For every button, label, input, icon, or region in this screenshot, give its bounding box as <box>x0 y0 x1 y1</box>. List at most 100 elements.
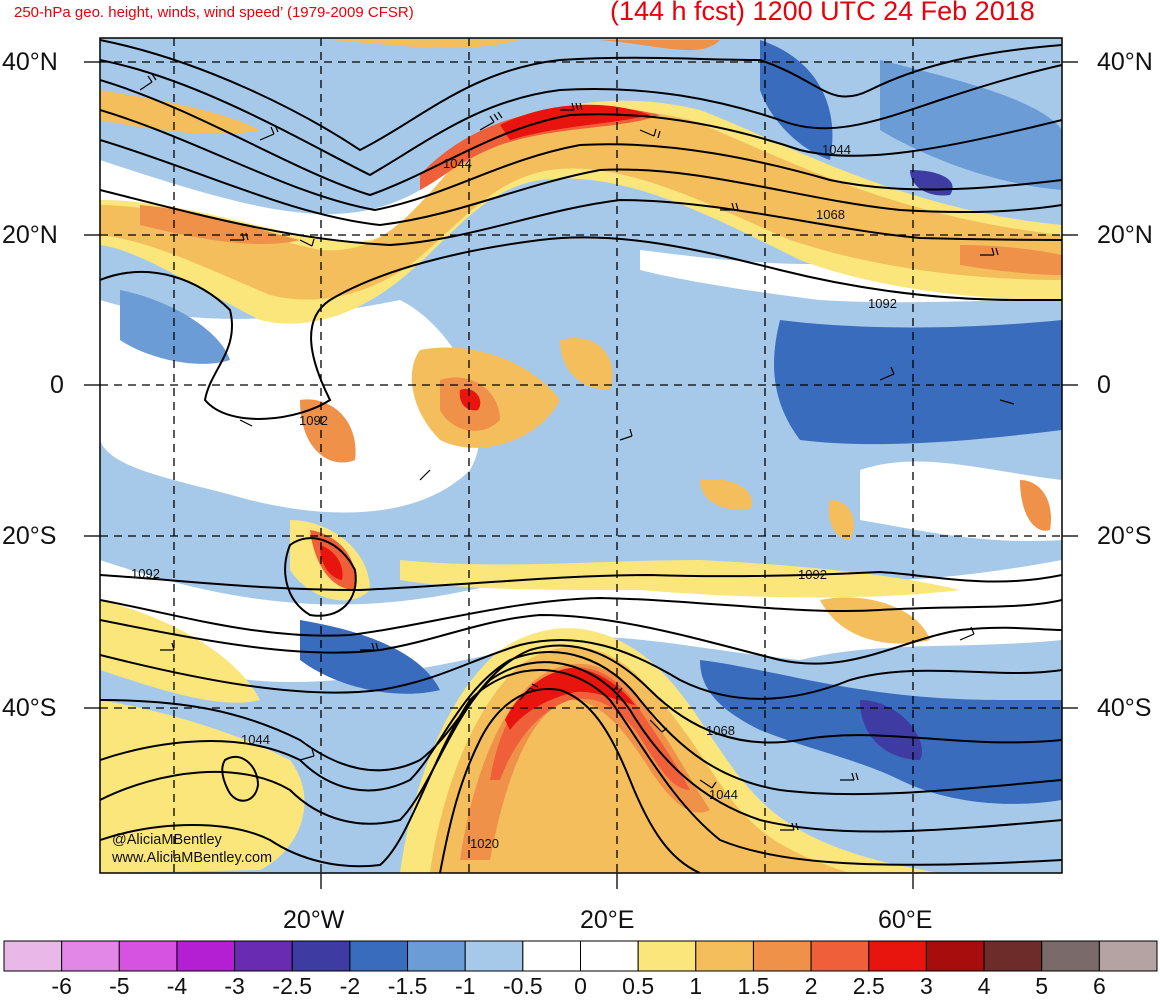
height-contour <box>100 651 1062 796</box>
lat-label-right: 20°S <box>1097 522 1152 550</box>
wind-barb <box>479 111 503 131</box>
contour-label: 1092 <box>299 413 328 428</box>
colorbar-tick-label: 3 <box>919 973 933 999</box>
height-contour <box>100 570 1062 592</box>
colorbar-tick-label: -1.5 <box>387 973 428 999</box>
contour-label: 1044 <box>709 787 738 802</box>
anomaly-region <box>140 205 300 245</box>
wind-barb <box>299 748 315 761</box>
wind-barb <box>780 822 799 831</box>
anomaly-region <box>1020 480 1051 531</box>
wind-barb <box>639 128 661 139</box>
wind-barb <box>840 772 859 781</box>
colorbar-box <box>752 940 812 972</box>
height-contour <box>100 613 1062 665</box>
contour-label: 1044 <box>241 732 270 747</box>
wind-barb <box>699 779 717 789</box>
colorbar-tick-label: 5 <box>1035 973 1049 999</box>
colorbar-tick-label: 0 <box>574 973 587 999</box>
height-contour <box>100 139 1062 227</box>
contour-label: 1044 <box>822 142 851 157</box>
anomaly-region <box>505 668 635 730</box>
wind-barb <box>649 719 668 733</box>
colorbar-tick-label: 2 <box>804 973 818 999</box>
wind-barbs <box>139 73 1015 831</box>
colorbar-box <box>925 940 985 972</box>
lon-label: 20°W <box>283 906 345 934</box>
anomaly-region <box>560 338 613 390</box>
wind-barb <box>239 419 253 427</box>
wind-barb <box>619 428 633 441</box>
lat-label-left: 20°S <box>2 522 57 550</box>
wind-barb <box>160 642 175 651</box>
colorbar-box <box>868 940 927 972</box>
lat-label-right: 40°S <box>1097 694 1152 722</box>
height-contour <box>100 669 1062 868</box>
lat-label-left: 0 <box>50 371 64 399</box>
anomaly-region <box>330 40 520 48</box>
anomaly-region <box>960 245 1062 275</box>
anomaly-region <box>820 597 930 644</box>
colorbar-box <box>695 940 754 972</box>
credit-url: www.AliciaMBentley.com <box>112 850 273 866</box>
anomaly-region <box>120 290 230 364</box>
height-contour <box>100 596 1062 637</box>
wind-barb <box>879 366 895 381</box>
colorbar-tick-label: -2.5 <box>272 973 313 999</box>
colorbar-tick-label: 1.5 <box>737 973 770 999</box>
map-subtitle: 250-hPa geo. height, winds, wind speed’ … <box>14 4 414 21</box>
wind-barb <box>230 232 249 241</box>
wind-barb <box>259 124 279 141</box>
height-contour <box>100 638 1062 700</box>
map-title: (144 h fcst) 1200 UTC 24 Feb 2018 <box>610 0 1035 26</box>
map-frame <box>99 37 1063 874</box>
colorbar-tick-label: 1 <box>689 973 703 999</box>
height-contour <box>100 109 1062 212</box>
wind-barb <box>959 626 975 641</box>
contour-label: 1092 <box>798 567 827 582</box>
colorbar-tick-label: 2.5 <box>852 973 885 999</box>
anomaly-region <box>320 545 343 580</box>
wind-barb <box>560 102 583 111</box>
colorbar-box <box>522 940 581 972</box>
height-contours <box>100 39 1062 873</box>
contour-label: 1068 <box>816 207 845 222</box>
colorbar-tick-label: -4 <box>166 973 188 999</box>
wind-barb <box>419 469 431 481</box>
anomaly-region <box>860 461 1062 541</box>
contour-label: 1044 <box>443 156 472 171</box>
axis-ticks <box>84 61 1078 889</box>
colorbar-box <box>580 940 639 972</box>
wind-barb <box>519 683 539 701</box>
lat-label-right: 40°N <box>1097 48 1153 76</box>
height-contour <box>439 688 701 873</box>
colorbar-box <box>118 940 178 972</box>
lat-label-left: 20°N <box>2 221 58 249</box>
lat-label-left: 40°N <box>2 48 58 76</box>
height-contour <box>100 644 1062 772</box>
colorbar-tick-label: -0.5 <box>503 973 543 999</box>
latlon-grid <box>100 38 1062 873</box>
colorbar-tick-label: -2 <box>339 973 361 999</box>
height-contour <box>284 537 357 617</box>
colorbar-box <box>234 940 293 972</box>
wind-barb <box>360 642 379 651</box>
anomaly-region <box>300 620 440 694</box>
colorbar-tick-label: -1 <box>454 973 476 999</box>
wind-barb <box>999 399 1015 405</box>
lat-label-right: 20°N <box>1097 221 1153 249</box>
contour-label: 1068 <box>706 723 735 738</box>
wind-barb <box>720 202 739 211</box>
colorbar-box <box>1041 940 1100 972</box>
colorbar-tick-label: -5 <box>109 973 130 999</box>
colorbar-tick-label: 0.5 <box>622 973 655 999</box>
lat-label-left: 40°S <box>2 694 57 722</box>
height-contour <box>100 189 1062 247</box>
colorbar-tick-label: 4 <box>977 973 991 999</box>
colorbar-box <box>3 940 63 972</box>
height-contour <box>100 39 1062 152</box>
colorbar-box <box>61 940 120 972</box>
anomaly-region <box>100 600 260 703</box>
lon-label: 60°E <box>878 906 933 934</box>
